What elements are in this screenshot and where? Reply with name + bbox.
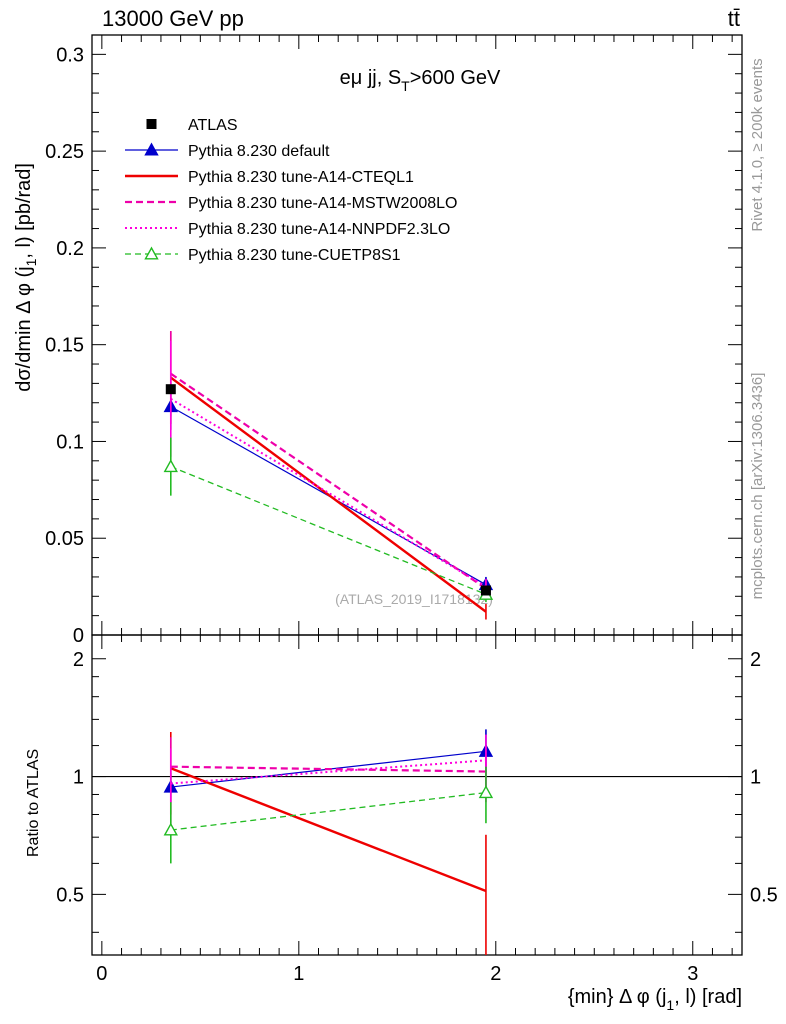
chart-title-main: eμ jj, S: [340, 67, 402, 89]
x-axis-label: {min} Δ φ (j1, l) [rad]: [568, 986, 742, 1013]
ratio-series-line: [170, 767, 487, 893]
atlas-data-point: [480, 585, 491, 596]
x-axis-label-sub: 1: [666, 997, 674, 1013]
main-series-group: [163, 331, 494, 620]
analysis-watermark: (ATLAS_2019_I1718132): [335, 591, 493, 607]
series-line: [170, 466, 487, 595]
rivet-version-label: Rivet 4.1.0, ≥ 200k events: [749, 58, 766, 231]
main-axis-ticks: 0 0.05 0.1 0.15 0.2 0.25 0.3: [45, 44, 742, 647]
chart-title-tail: >600 GeV: [410, 67, 501, 89]
ratio-series-line: [170, 791, 487, 831]
legend-marker: [144, 246, 159, 260]
y-axis-label-sub: 1: [23, 258, 39, 266]
ratio-tick-label: 0.5: [56, 884, 84, 906]
ratio-panel-frame: [91, 634, 743, 956]
header-left: 13000 GeV pp: [102, 6, 244, 31]
y-tick-label: 0.05: [45, 528, 84, 550]
legend-label: Pythia 8.230 tune-A14-MSTW2008LO: [188, 195, 457, 212]
x-axis-label-post: , l) [rad]: [674, 986, 742, 1008]
ratio-axis-ticks: 0.5 0.5 1 1 2 2: [56, 649, 778, 933]
ratio-tick-label: 1: [73, 767, 84, 789]
y-tick-label: 0: [73, 625, 84, 647]
legend-label: Pythia 8.230 tune-A14-NNPDF2.3LO: [188, 221, 450, 238]
ratio-marker: [478, 785, 494, 799]
atlas-data-point: [165, 384, 176, 395]
chart-title-sub: T: [401, 78, 410, 94]
ratio-series-group: [163, 729, 494, 955]
series-line: [170, 398, 487, 588]
y-axis-label-post: , l) [pb/rad]: [13, 163, 35, 259]
series-marker: [163, 459, 178, 473]
y-tick-label: 0.2: [56, 238, 84, 260]
x-axis-label-pre: {min} Δ φ (j: [568, 986, 667, 1008]
legend-label-atlas: ATLAS: [188, 117, 238, 134]
ratio-series-line: [170, 759, 487, 785]
x-tick-label: 3: [687, 963, 698, 985]
mcplots-label: mcplots.cern.ch [arXiv:1306.3436]: [749, 373, 766, 600]
x-tick-label: 1: [293, 963, 304, 985]
ratio-tick-label: 2: [73, 649, 84, 671]
ratio-marker: [163, 822, 178, 836]
chart-title: eμ jj, ST>600 GeV: [340, 67, 501, 94]
x-tick-label: 2: [490, 963, 501, 985]
legend-marker-atlas: [146, 119, 157, 129]
series-line: [170, 376, 487, 613]
ratio-tick-label-right: 0.5: [750, 884, 778, 906]
x-axis-ticks: 0 1 2 3: [96, 35, 733, 985]
series-line: [170, 372, 487, 590]
header-right: tt̄: [728, 6, 740, 31]
x-tick-label: 0: [96, 963, 107, 985]
legend-marker: [144, 142, 159, 156]
ratio-series-line: [170, 765, 486, 773]
ratio-tick-label-right: 1: [750, 767, 761, 789]
y-tick-label: 0.1: [56, 431, 84, 453]
y-tick-label: 0.3: [56, 44, 84, 66]
ratio-y-axis-label: Ratio to ATLAS: [25, 749, 42, 857]
y-tick-label: 0.25: [45, 141, 84, 163]
y-axis-label-pre: dσ/dmin Δ φ (j: [13, 266, 35, 391]
ratio-tick-label-right: 2: [750, 649, 761, 671]
y-tick-label: 0.15: [45, 335, 84, 357]
legend-label: Pythia 8.230 tune-A14-CTEQL1: [188, 169, 414, 186]
legend: ATLAS Pythia 8.230 default Pythia 8.230 tu…: [125, 117, 457, 264]
legend-label: Pythia 8.230 default: [188, 143, 330, 160]
y-axis-label: dσ/dmin Δ φ (j1, l) [pb/rad]: [13, 163, 39, 392]
legend-label: Pythia 8.230 tune-CUETP8S1: [188, 247, 401, 264]
